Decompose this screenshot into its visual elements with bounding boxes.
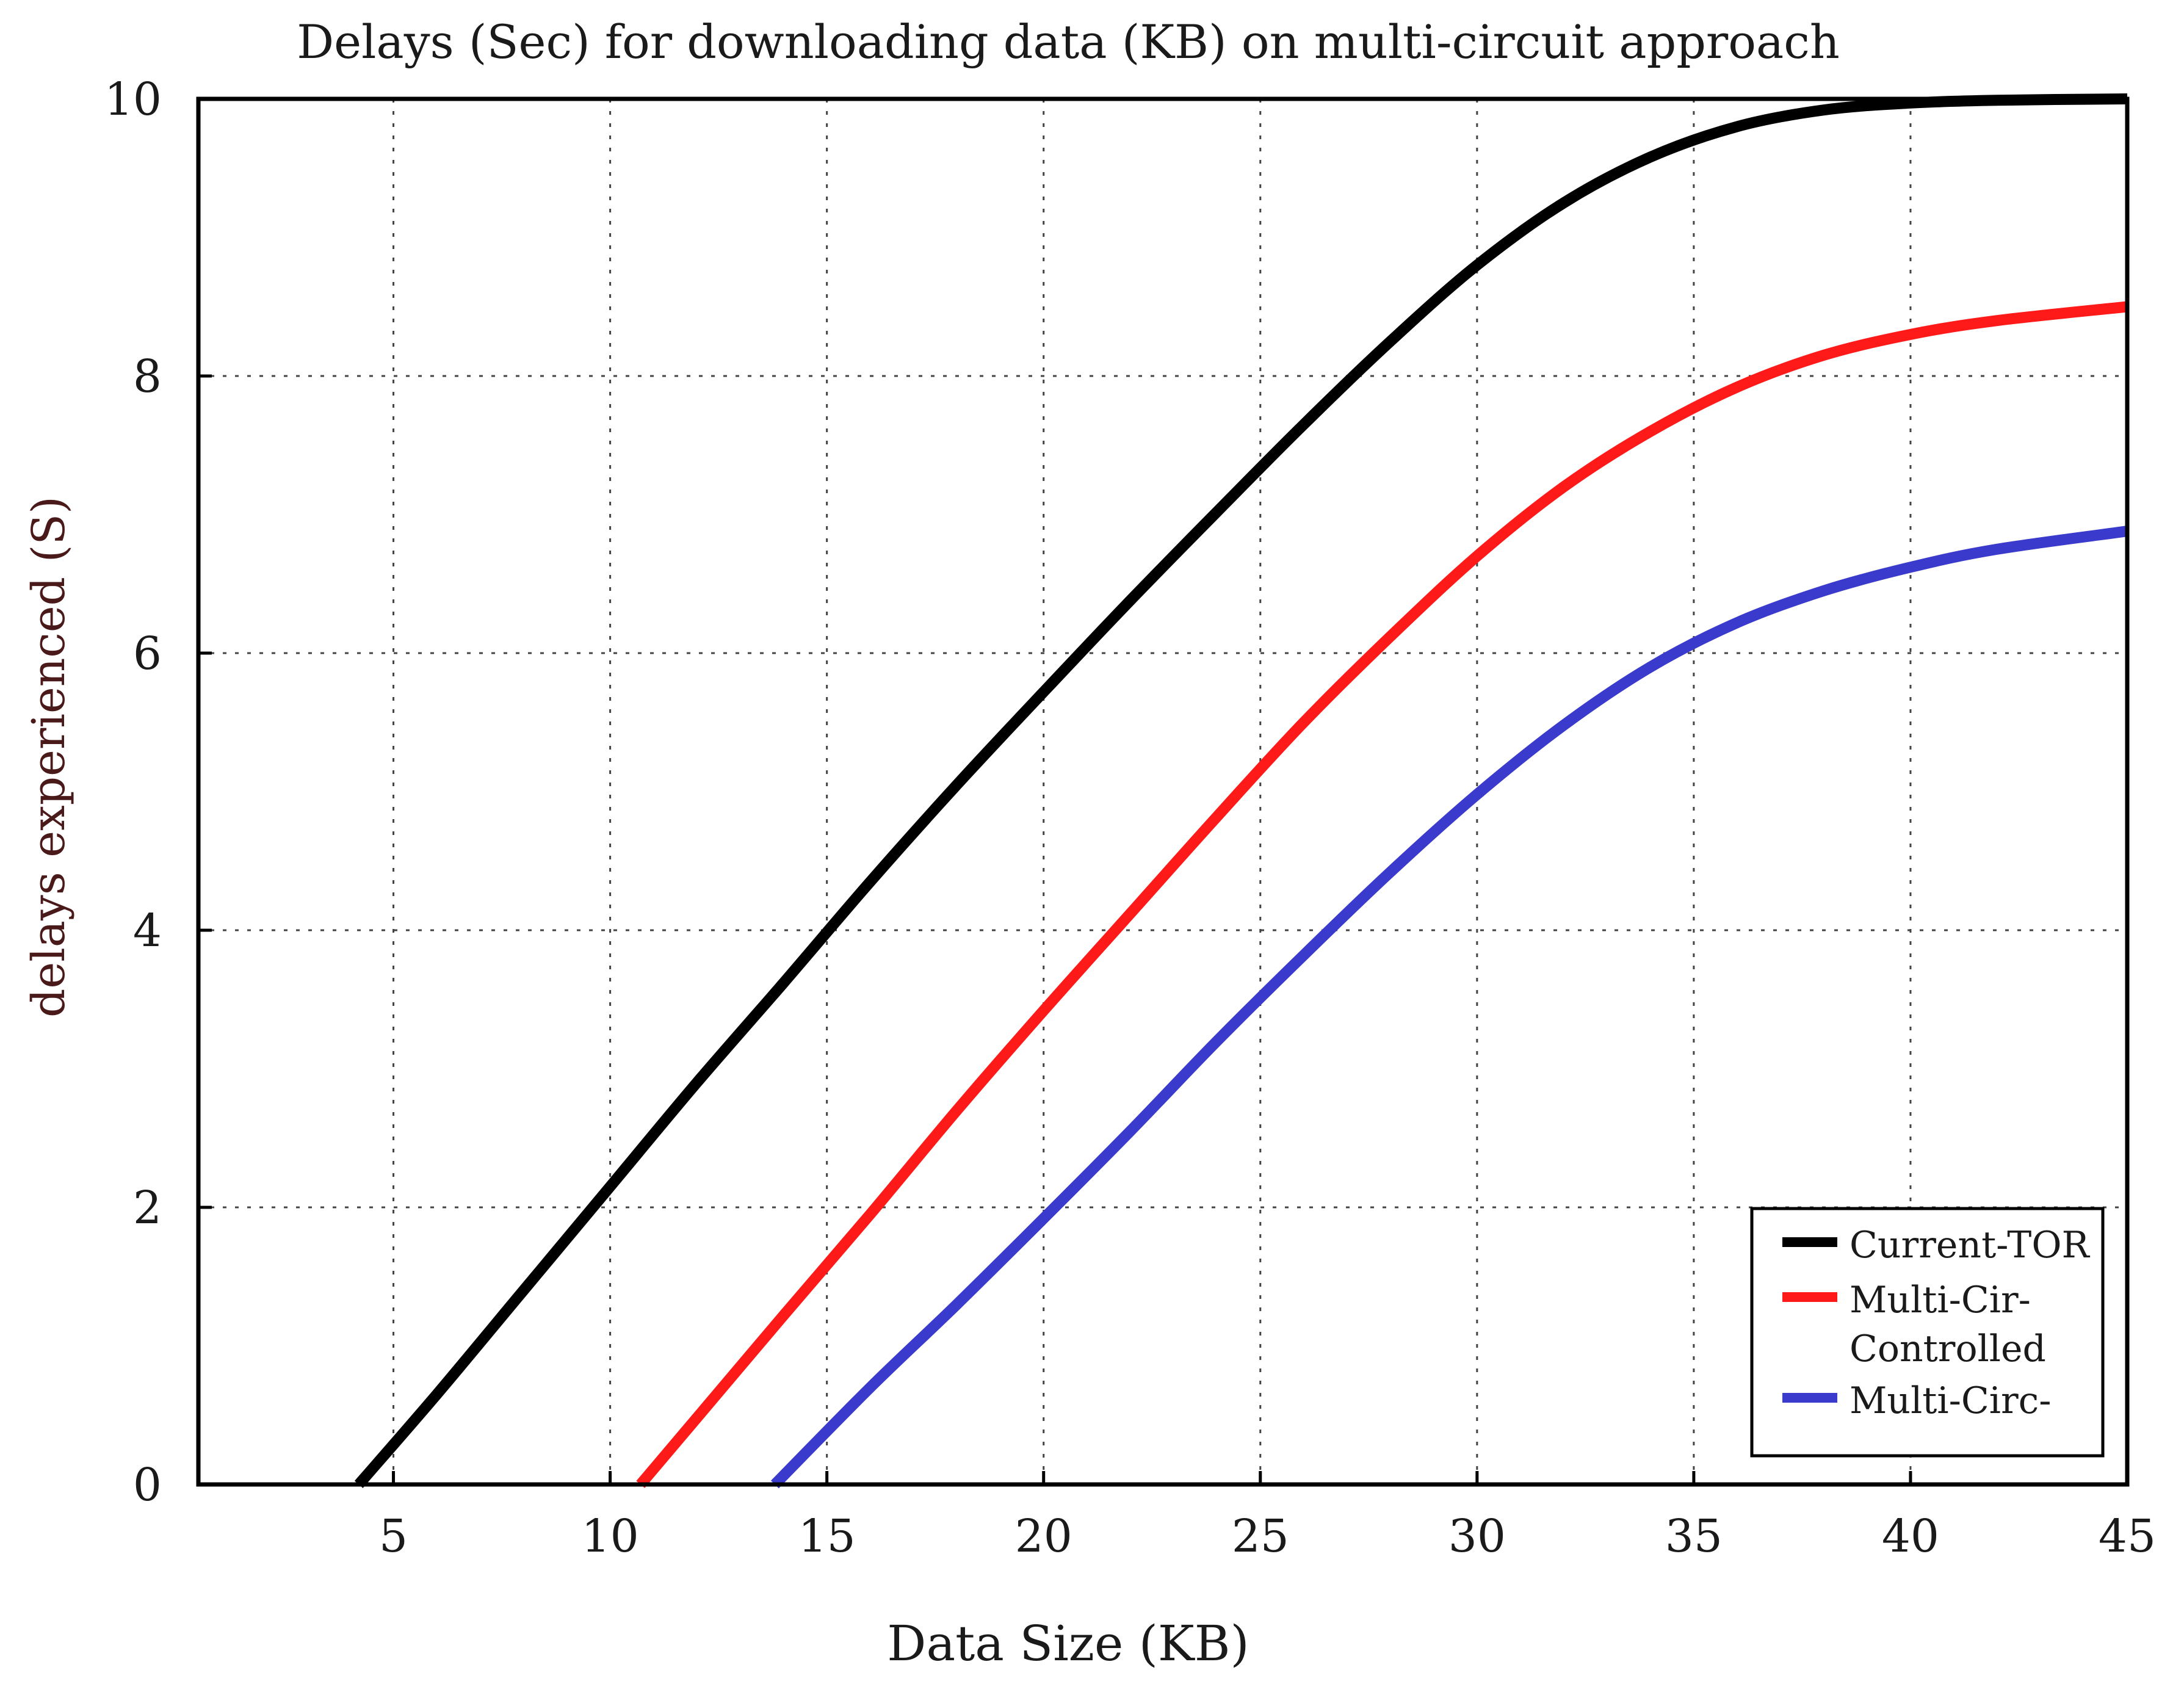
y-tick-label: 8 xyxy=(133,350,162,403)
x-tick-label: 25 xyxy=(1232,1510,1289,1563)
series-layer xyxy=(354,93,2128,1489)
x-tick-label: 40 xyxy=(1882,1510,1939,1563)
x-axis-label: Data Size (KB) xyxy=(887,1615,1249,1672)
x-tick-label: 5 xyxy=(379,1510,408,1563)
y-axis-ticks: 0 2 4 6 8 10 xyxy=(104,73,212,1511)
legend-label-controlled: Controlled xyxy=(1850,1328,2046,1370)
legend: Current-TOR Multi-Cir- Controlled Multi-… xyxy=(1750,1207,2105,1458)
x-tick-label: 30 xyxy=(1448,1510,1506,1563)
series-line-multi-circ xyxy=(770,526,2128,1489)
x-tick-label: 20 xyxy=(1015,1510,1072,1563)
y-tick-label: 10 xyxy=(104,73,162,126)
chart-title: Delays (Sec) for downloading data (KB) o… xyxy=(297,15,1840,69)
x-axis-ticks: 5 10 15 20 25 30 35 40 45 xyxy=(379,1471,2156,1563)
y-tick-label: 2 xyxy=(133,1182,162,1234)
y-tick-label: 6 xyxy=(133,627,162,680)
y-axis-label: delays experienced (S) xyxy=(23,496,75,1018)
y-tick-label: 0 xyxy=(133,1459,162,1511)
x-tick-label: 15 xyxy=(798,1510,856,1563)
x-tick-label: 10 xyxy=(582,1510,639,1563)
legend-label-current-tor: Current-TOR xyxy=(1850,1224,2091,1267)
y-tick-label: 4 xyxy=(133,905,162,957)
series-line-multi-cir-controlled xyxy=(636,301,2128,1488)
legend-box xyxy=(1750,1207,2105,1458)
x-tick-label: 45 xyxy=(2099,1510,2156,1563)
grid-lines xyxy=(198,99,2127,1484)
series-line-current-tor xyxy=(354,93,2128,1488)
x-tick-label: 35 xyxy=(1665,1510,1723,1563)
plot-area-frame xyxy=(196,96,2130,1487)
legend-label-multi-cir: Multi-Cir- xyxy=(1850,1279,2031,1321)
legend-label-multi-circ: Multi-Circ- xyxy=(1850,1379,2052,1422)
